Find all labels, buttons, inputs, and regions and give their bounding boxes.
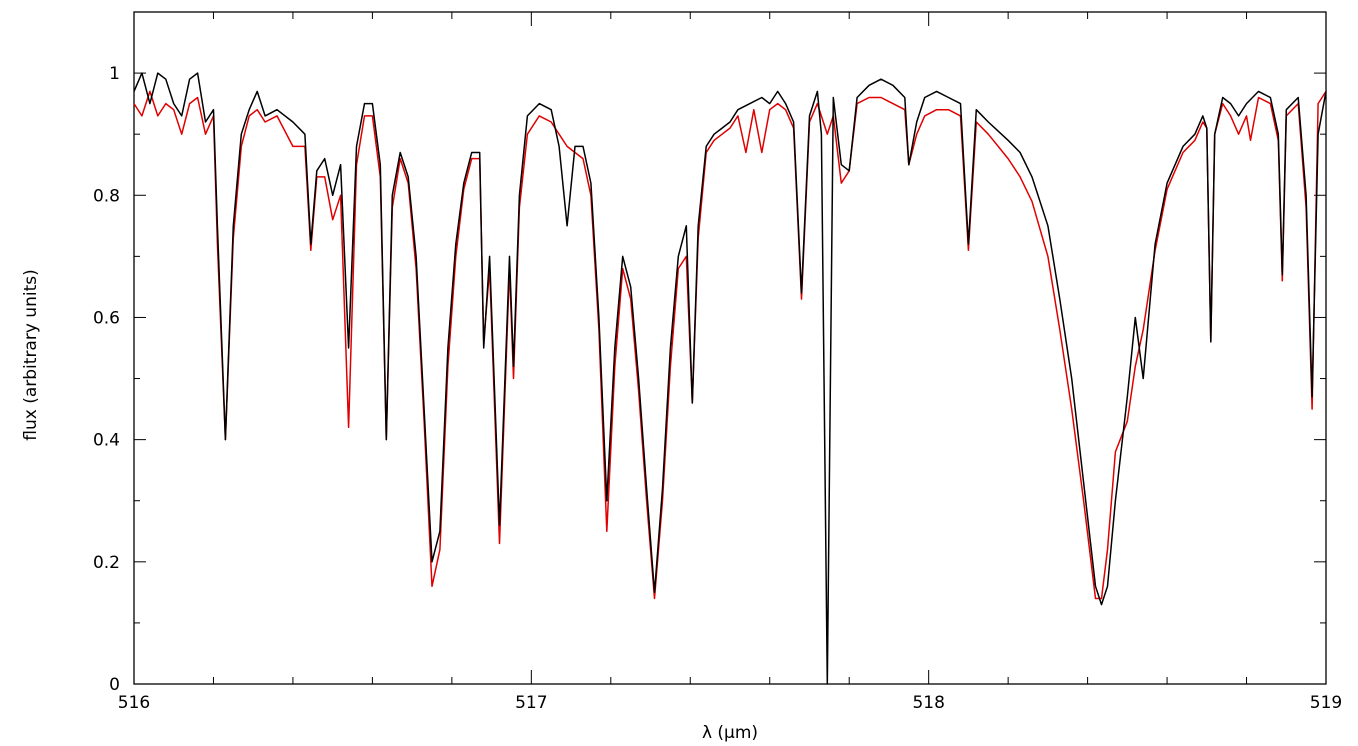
x-tick-label: 516 bbox=[118, 693, 150, 713]
y-tick-labels: 0 0.2 0.4 0.6 0.8 1 bbox=[93, 64, 120, 695]
x-axis-label: λ (μm) bbox=[702, 723, 758, 743]
plot-frame bbox=[133, 11, 1327, 685]
x-tick-label: 517 bbox=[515, 693, 547, 713]
series-line-black bbox=[133, 72, 1327, 685]
y-tick-label: 0.4 bbox=[93, 431, 120, 451]
y-tick-label: 0.6 bbox=[93, 308, 120, 328]
series-layer bbox=[133, 72, 1327, 685]
y-tick-label: 0.8 bbox=[93, 186, 120, 206]
x-tick-labels: 516 517 518 519 bbox=[118, 693, 1342, 713]
x-tick-label: 519 bbox=[1310, 693, 1342, 713]
plot-border bbox=[133, 11, 1327, 685]
axis-ticks bbox=[133, 11, 1327, 685]
y-tick-label: 1 bbox=[109, 64, 120, 84]
series-line-red bbox=[133, 90, 1327, 600]
y-tick-label: 0 bbox=[109, 675, 120, 695]
x-tick-label: 518 bbox=[912, 693, 944, 713]
y-tick-label: 0.2 bbox=[93, 553, 120, 573]
y-axis-label: flux (arbitrary units) bbox=[21, 269, 41, 440]
